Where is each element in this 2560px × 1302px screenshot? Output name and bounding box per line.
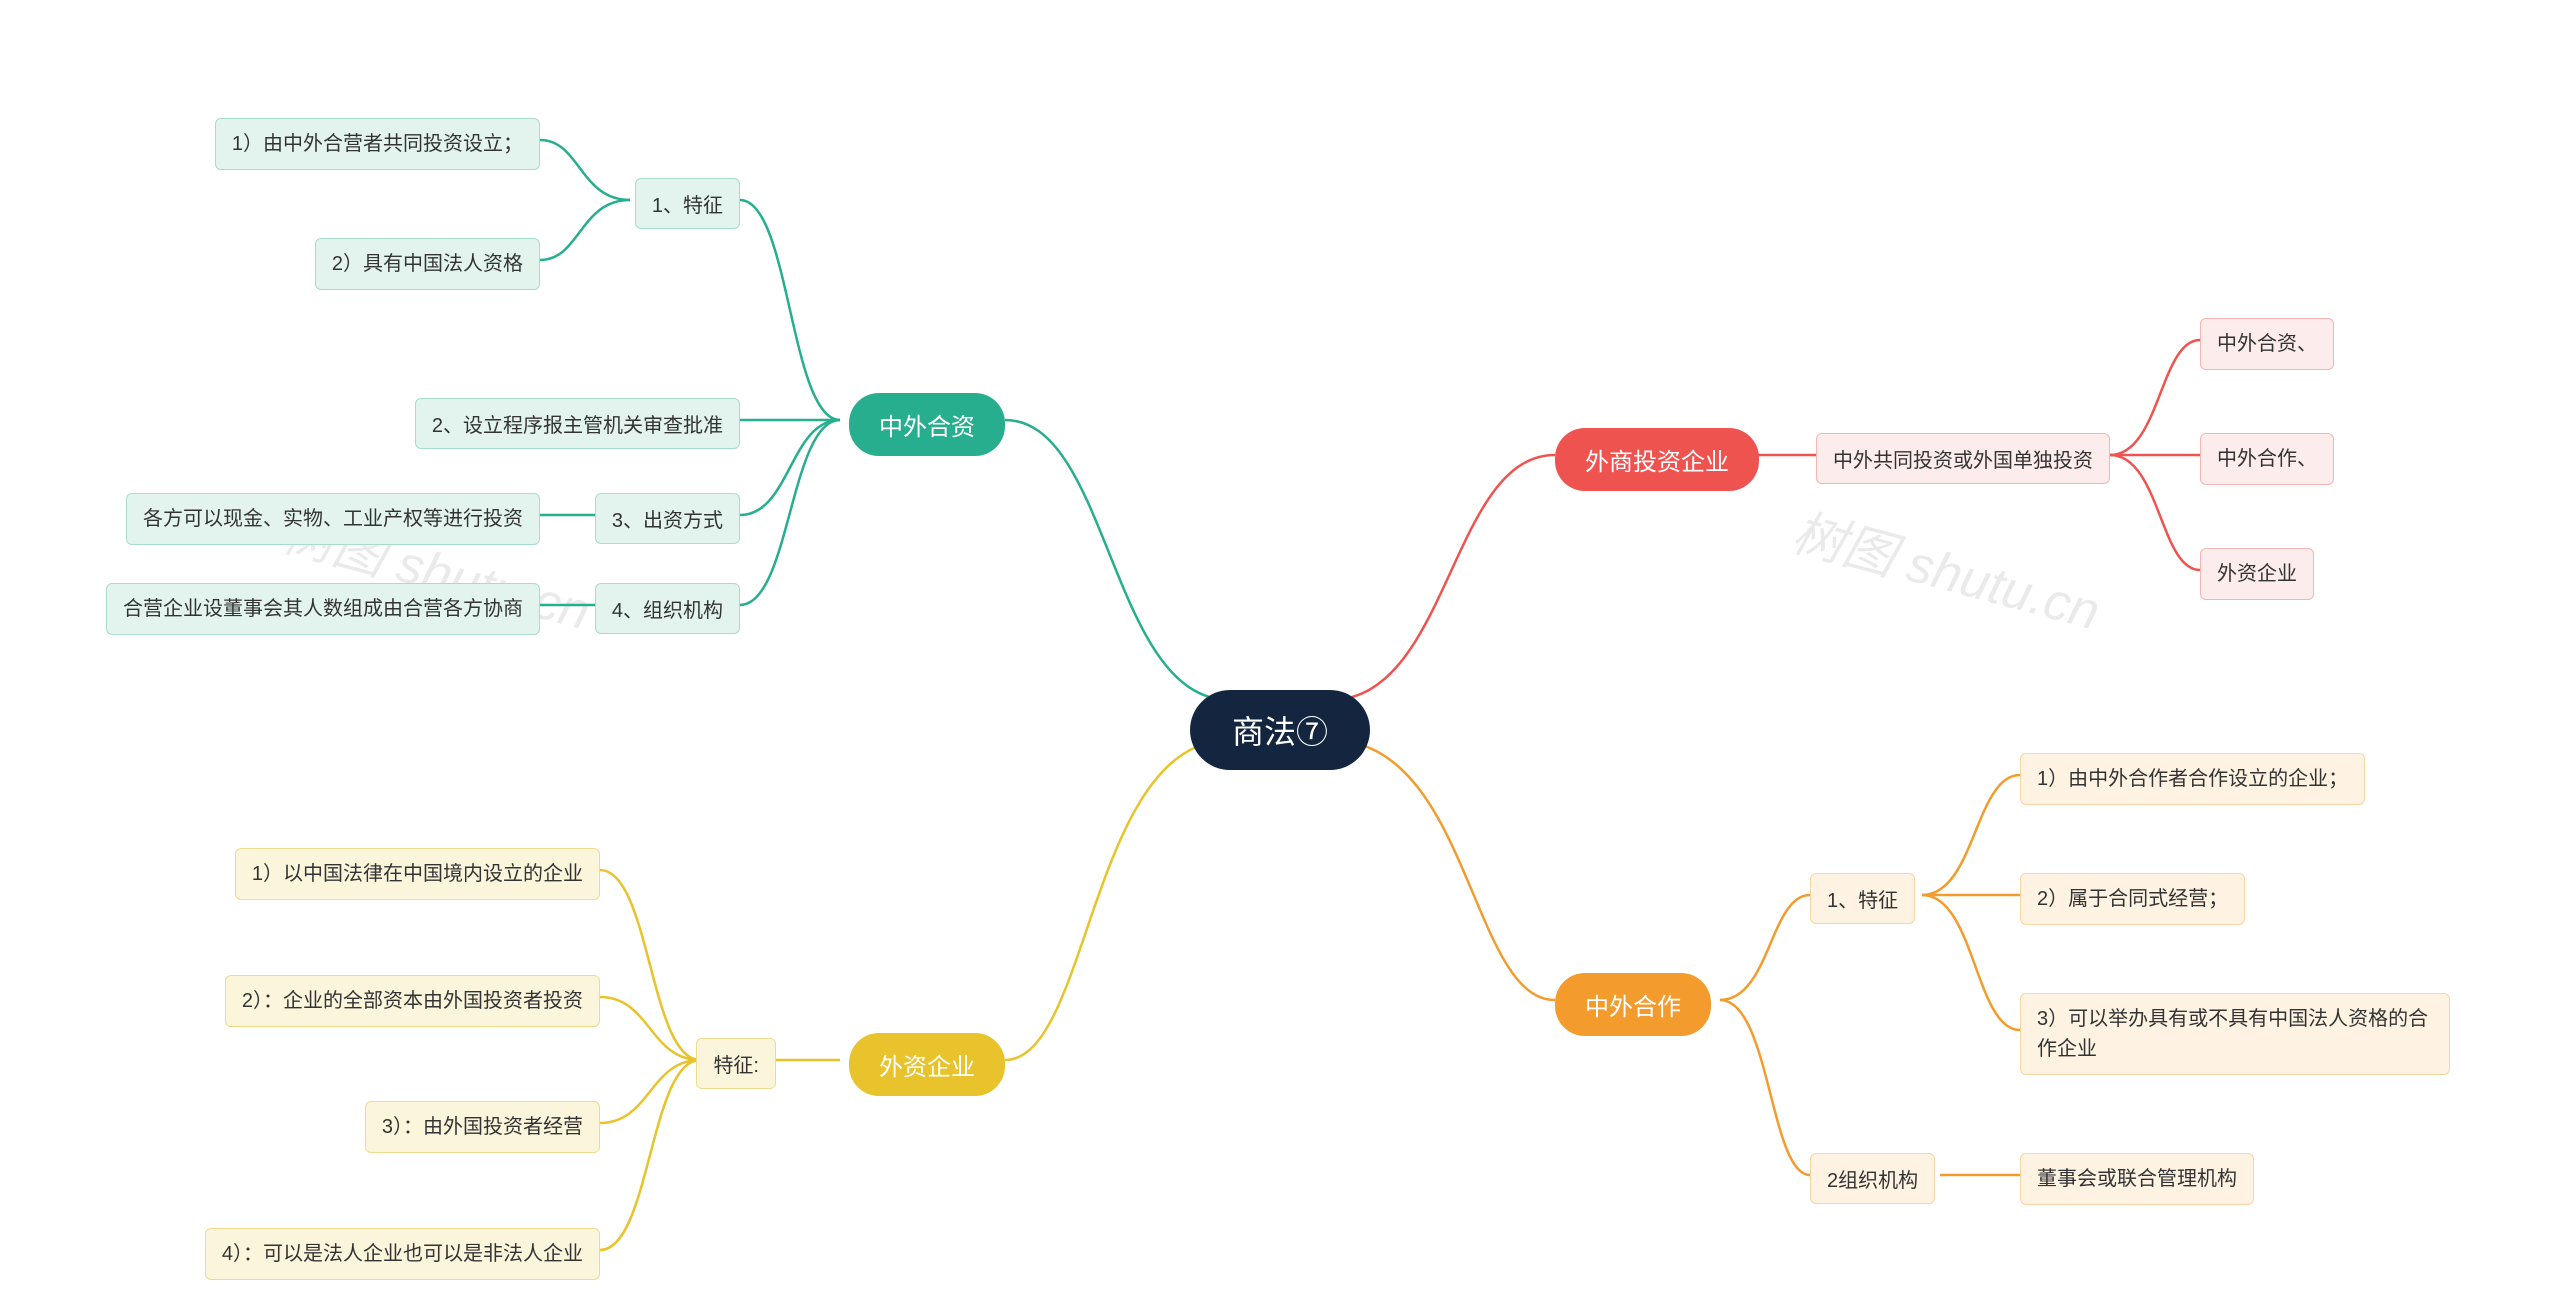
root-node[interactable]: 商法⑦	[1190, 690, 1370, 770]
green-mid-3[interactable]: 4、组织机构	[595, 583, 740, 634]
cat-red[interactable]: 外商投资企业	[1555, 428, 1759, 491]
orange-leaf-0-2[interactable]: 3）可以举办具有或不具有中国法人资格的合作企业	[2020, 993, 2450, 1075]
green-mid-0[interactable]: 1、特征	[635, 178, 740, 229]
green-leaf-3-0[interactable]: 合营企业设董事会其人数组成由合营各方协商	[106, 583, 540, 635]
red-leaf-0[interactable]: 中外合资、	[2200, 318, 2334, 370]
cat-green[interactable]: 中外合资	[849, 393, 1005, 456]
green-leaf-2-0[interactable]: 各方可以现金、实物、工业产权等进行投资	[126, 493, 540, 545]
red-leaf-1[interactable]: 中外合作、	[2200, 433, 2334, 485]
yellow-leaf-1[interactable]: 2）：企业的全部资本由外国投资者投资	[225, 975, 600, 1027]
red-leaf-2[interactable]: 外资企业	[2200, 548, 2314, 600]
yellow-leaf-3[interactable]: 4）：可以是法人企业也可以是非法人企业	[205, 1228, 600, 1280]
orange-mid-0[interactable]: 1、特征	[1810, 873, 1915, 924]
yellow-leaf-2[interactable]: 3）：由外国投资者经营	[365, 1101, 600, 1153]
orange-leaf-1-0[interactable]: 董事会或联合管理机构	[2020, 1153, 2254, 1205]
green-mid-1[interactable]: 2、设立程序报主管机关审查批准	[415, 398, 740, 449]
green-mid-2[interactable]: 3、出资方式	[595, 493, 740, 544]
orange-leaf-0-1[interactable]: 2）属于合同式经营；	[2020, 873, 2245, 925]
cat-orange[interactable]: 中外合作	[1555, 973, 1711, 1036]
red-mid[interactable]: 中外共同投资或外国单独投资	[1816, 433, 2110, 484]
orange-mid-1[interactable]: 2组织机构	[1810, 1153, 1935, 1204]
yellow-leaf-0[interactable]: 1）以中国法律在中国境内设立的企业	[235, 848, 600, 900]
green-leaf-0-0[interactable]: 1）由中外合营者共同投资设立；	[215, 118, 540, 170]
green-leaf-0-1[interactable]: 2）具有中国法人资格	[315, 238, 540, 290]
yellow-mid[interactable]: 特征:	[696, 1038, 776, 1089]
orange-leaf-0-0[interactable]: 1）由中外合作者合作设立的企业；	[2020, 753, 2365, 805]
cat-yellow[interactable]: 外资企业	[849, 1033, 1005, 1096]
